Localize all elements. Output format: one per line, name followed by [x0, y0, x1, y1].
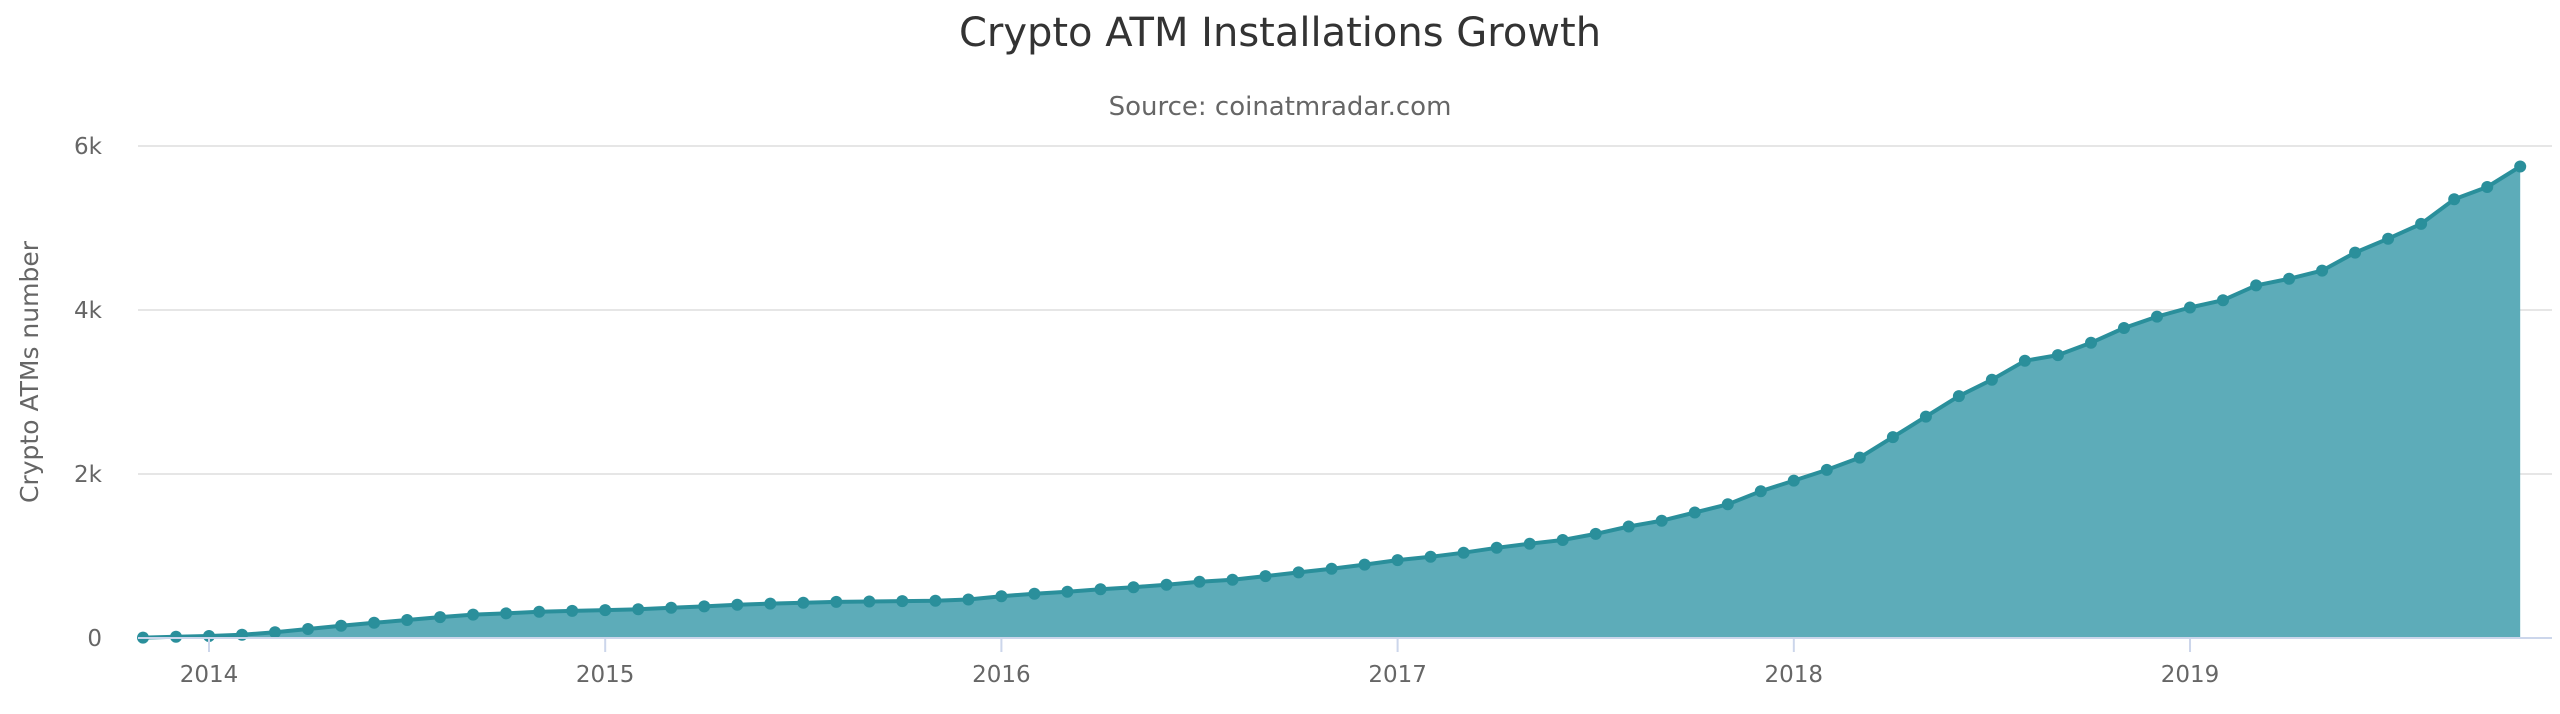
data-point [1556, 534, 1569, 546]
data-point [1721, 498, 1734, 511]
y-tick-label: 0 [87, 626, 102, 652]
data-point [2415, 217, 2428, 230]
data-point [830, 595, 843, 608]
data-point [1259, 570, 1272, 583]
x-tick-label: 2018 [1765, 662, 1824, 688]
data-point [401, 614, 414, 626]
data-point [2085, 336, 2097, 349]
data-point [1952, 390, 1965, 403]
data-point [1061, 585, 1074, 598]
data-point [1391, 554, 1404, 567]
data-point [1325, 562, 1338, 575]
data-point [929, 594, 942, 607]
data-point [797, 596, 810, 609]
data-point [665, 601, 678, 614]
data-point [1127, 581, 1140, 594]
data-point [1160, 578, 1173, 591]
data-point [368, 616, 381, 629]
x-tick-label: 2015 [576, 662, 635, 688]
data-point [1424, 550, 1437, 563]
data-point [302, 623, 314, 635]
points-layer [137, 160, 2527, 644]
x-tick-label: 2016 [972, 662, 1031, 688]
data-point [1754, 485, 1767, 498]
chart-subtitle: Source: coinatmradar.com [1108, 92, 1452, 122]
data-point [1985, 373, 1998, 386]
data-point [698, 600, 711, 613]
data-point [1523, 537, 1536, 550]
data-point [566, 604, 579, 617]
data-point [2151, 310, 2163, 323]
data-point [500, 607, 513, 620]
data-point [995, 590, 1008, 603]
data-point [1655, 514, 1668, 527]
data-point [1919, 410, 1932, 423]
series-area [142, 166, 2521, 638]
x-tick-label: 2017 [1368, 662, 1427, 688]
x-tick-label: 2014 [180, 662, 239, 688]
data-point [269, 626, 281, 639]
data-point [2316, 264, 2329, 277]
data-point [335, 619, 348, 632]
data-point [2250, 279, 2263, 292]
data-point [863, 595, 876, 608]
data-point [1787, 474, 1800, 487]
data-point [764, 597, 777, 610]
data-point [2051, 349, 2064, 362]
y-tick-label: 6k [74, 134, 103, 160]
data-point [896, 595, 909, 608]
data-point [2283, 272, 2296, 285]
data-point [2217, 294, 2229, 307]
x-tick-label: 2019 [2161, 662, 2220, 688]
data-point [2448, 193, 2461, 206]
data-point [1589, 527, 1602, 540]
data-point [1853, 451, 1866, 464]
data-point [2514, 160, 2527, 173]
data-point [1292, 566, 1305, 579]
data-point [1622, 520, 1635, 533]
y-tick-label: 2k [74, 462, 103, 488]
data-point [170, 630, 182, 643]
data-point [1358, 558, 1371, 571]
data-point [1820, 463, 1833, 476]
data-point [1457, 546, 1470, 559]
data-point [2184, 301, 2196, 314]
data-point [1028, 587, 1041, 600]
data-point [1226, 573, 1239, 586]
y-tick-label: 4k [74, 298, 103, 324]
axes-layer: 0 2k 4k 6k 2014 2015 2016 2017 2018 2019 Crypto AT… [15, 134, 2552, 688]
data-point [2118, 322, 2130, 334]
data-point [533, 605, 546, 618]
data-point [632, 603, 645, 616]
data-point [599, 604, 612, 617]
data-point [467, 608, 480, 621]
data-point [2018, 354, 2031, 367]
data-point [731, 598, 744, 611]
data-point [434, 611, 447, 624]
data-point [1688, 506, 1701, 519]
data-point [2382, 232, 2395, 245]
data-point [1193, 575, 1206, 588]
y-axis-title: Crypto ATMs number [15, 240, 44, 503]
data-point [1886, 431, 1899, 444]
data-point [2481, 181, 2494, 193]
data-point [962, 593, 975, 606]
data-point [1094, 583, 1107, 596]
chart-title: Crypto ATM Installations Growth [958, 10, 1602, 56]
data-point [2349, 246, 2362, 259]
data-point [1490, 541, 1503, 554]
